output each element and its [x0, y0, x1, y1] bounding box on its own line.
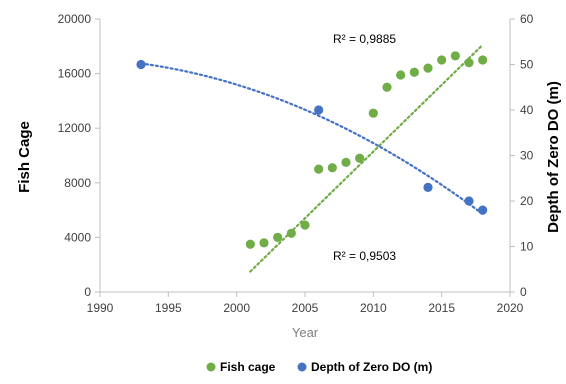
x-tick-label: 2015 — [428, 301, 455, 315]
point-fish-cage — [423, 63, 433, 73]
y-left-tick-label: 16000 — [58, 67, 92, 81]
y-right-tick-label: 60 — [520, 12, 534, 26]
r2-depth-label: R² = 0,9503 — [333, 249, 396, 263]
x-tick-label: 2000 — [223, 301, 250, 315]
point-depth-zero-do — [136, 59, 146, 70]
legend-marker-depth-zero-do — [297, 362, 307, 372]
point-fish-cage — [437, 55, 447, 65]
point-fish-cage — [382, 82, 392, 92]
x-tick-label: 2005 — [292, 301, 319, 315]
point-depth-zero-do — [464, 196, 474, 206]
x-tick-label: 2020 — [497, 301, 524, 315]
y-right-tick-label: 0 — [520, 285, 527, 299]
point-fish-cage — [245, 239, 255, 249]
point-fish-cage — [355, 153, 365, 163]
y-right-tick-label: 20 — [520, 194, 534, 208]
trendlines — [139, 43, 484, 273]
data-points — [136, 51, 488, 249]
legend-label-depth-zero-do: Depth of Zero DO (m) — [311, 360, 432, 374]
y-left-tick-label: 4000 — [64, 230, 91, 244]
y-left-tick-label: 8000 — [64, 176, 91, 190]
point-depth-zero-do — [423, 182, 433, 192]
x-tick-label: 1990 — [87, 301, 114, 315]
point-fish-cage — [314, 164, 324, 174]
point-fish-cage — [259, 238, 269, 248]
y-axis-right-title: Depth of Zero DO (m) — [545, 81, 562, 233]
x-tick-label: 1995 — [155, 301, 182, 315]
point-fish-cage — [341, 157, 351, 167]
point-fish-cage — [300, 220, 310, 230]
point-fish-cage — [478, 55, 488, 65]
trendline-depth-zero-do — [139, 62, 484, 216]
legend-marker-fish-cage — [206, 362, 216, 372]
point-depth-zero-do — [314, 105, 324, 115]
point-fish-cage — [286, 228, 296, 238]
tick-labels: 1990 1995 2000 2005 2010 2015 2020040008000120… — [58, 12, 534, 315]
y-axis-left-title: Fish Cage — [16, 121, 33, 193]
point-fish-cage — [273, 232, 283, 242]
point-depth-zero-do — [478, 205, 488, 215]
legend: Fish cage Depth of Zero DO (m) — [206, 360, 432, 374]
point-fish-cage — [464, 58, 474, 68]
y-left-tick-label: 20000 — [58, 12, 92, 26]
y-left-tick-label: 12000 — [58, 121, 92, 135]
r2-fish-cage-label: R² = 0,9885 — [333, 32, 396, 46]
point-fish-cage — [327, 163, 337, 173]
x-axis-title: Year — [292, 325, 319, 340]
y-right-tick-label: 40 — [520, 103, 534, 117]
y-right-tick-label: 30 — [520, 149, 534, 163]
y-right-tick-label: 50 — [520, 58, 534, 72]
x-tick-label: 2010 — [360, 301, 387, 315]
y-right-tick-label: 10 — [520, 240, 534, 254]
point-fish-cage — [368, 108, 378, 118]
point-fish-cage — [450, 51, 460, 61]
legend-label-fish-cage: Fish cage — [220, 360, 276, 374]
axes — [99, 19, 511, 293]
point-fish-cage — [409, 67, 419, 77]
y-left-tick-label: 0 — [84, 285, 91, 299]
trendline-fish-cage — [249, 43, 484, 273]
point-fish-cage — [396, 70, 406, 80]
